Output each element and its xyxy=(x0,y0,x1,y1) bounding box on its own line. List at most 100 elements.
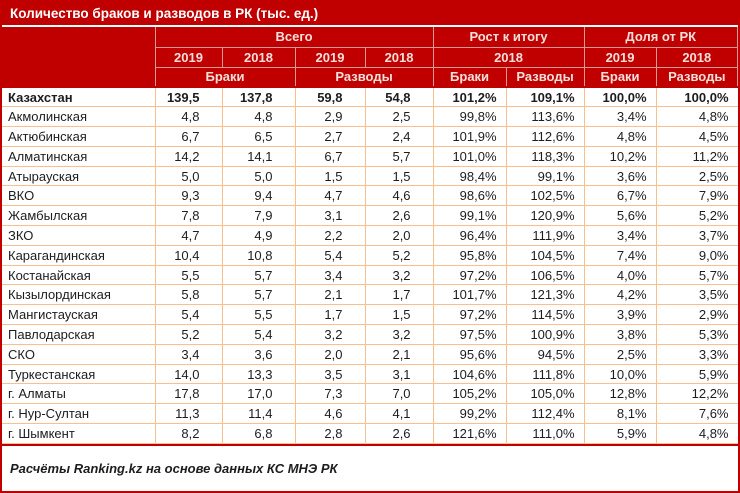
value-cell: 100,9% xyxy=(505,324,585,345)
value-cell: 98,4% xyxy=(432,165,507,187)
value-cell: 111,8% xyxy=(505,363,585,385)
year-header: 2018 xyxy=(655,46,739,68)
value-cell: 3,7% xyxy=(655,225,738,246)
value-cell: 3,2 xyxy=(364,324,434,345)
value-cell: 7,8 xyxy=(154,205,223,227)
value-cell: 105,0% xyxy=(505,383,585,405)
value-cell: 111,9% xyxy=(505,225,585,246)
value-cell: 2,8 xyxy=(294,423,366,444)
value-cell: 17,0 xyxy=(221,383,296,405)
region-cell: Туркестанская xyxy=(2,363,156,385)
value-cell: 109,1% xyxy=(505,86,585,108)
value-cell: 104,5% xyxy=(505,244,585,266)
year-header: 2019 xyxy=(154,46,223,68)
value-cell: 1,5 xyxy=(364,304,434,326)
value-cell: 1,5 xyxy=(294,165,366,187)
value-cell: 10,0% xyxy=(583,363,657,385)
table-row: г. Шымкент 8,2 6,8 2,8 2,6 121,6% 111,0% 5,9% 4,… xyxy=(2,423,738,444)
value-cell: 112,6% xyxy=(505,126,585,147)
value-cell: 121,3% xyxy=(505,284,585,306)
table-row: Актюбинская 6,7 6,5 2,7 2,4 101,9% 112,6% 4,8% 4… xyxy=(2,126,738,147)
region-cell: СКО xyxy=(2,343,156,365)
table-row: Костанайская 5,5 5,7 3,4 3,2 97,2% 106,5% 4,0% 5… xyxy=(2,264,738,286)
table-header: Всего Рост к итогу Доля от РК 2019 2018 … xyxy=(2,27,739,88)
region-cell: Жамбылская xyxy=(2,205,156,227)
table-row: Атырауская 5,0 5,0 1,5 1,5 98,4% 99,1% 3,6% 2,5% xyxy=(2,165,738,187)
value-cell: 3,1 xyxy=(294,205,366,227)
value-cell: 4,8 xyxy=(221,106,296,128)
value-cell: 1,7 xyxy=(294,304,366,326)
value-cell: 9,4 xyxy=(221,185,296,207)
value-cell: 3,6 xyxy=(221,343,296,365)
value-cell: 97,5% xyxy=(432,324,507,345)
group-header-share: Доля от РК xyxy=(583,27,739,48)
value-cell: 3,2 xyxy=(294,324,366,345)
table-row: Кызылординская 5,8 5,7 2,1 1,7 101,7% 121,3% 4,… xyxy=(2,284,738,306)
value-cell: 8,1% xyxy=(583,403,657,425)
value-cell: 4,9 xyxy=(221,225,296,246)
value-cell: 3,4% xyxy=(583,225,657,246)
region-cell: Костанайская xyxy=(2,264,156,286)
value-cell: 5,2% xyxy=(655,205,738,227)
value-cell: 14,2 xyxy=(154,145,223,167)
table-row: Алматинская 14,2 14,1 6,7 5,7 101,0% 118,3% 10,… xyxy=(2,145,738,167)
value-cell: 2,1 xyxy=(364,343,434,365)
value-cell: 4,8 xyxy=(154,106,223,128)
table-row: Мангистауская 5,4 5,5 1,7 1,5 97,2% 114,5% 3,9%… xyxy=(2,304,738,326)
value-cell: 3,4 xyxy=(154,343,223,365)
value-cell: 3,1 xyxy=(364,363,434,385)
value-cell: 2,0 xyxy=(294,343,366,365)
value-cell: 97,2% xyxy=(432,304,507,326)
value-cell: 14,1 xyxy=(221,145,296,167)
measure-header: Разводы xyxy=(505,66,585,88)
value-cell: 4,6 xyxy=(294,403,366,425)
table-row: Туркестанская 14,0 13,3 3,5 3,1 104,6% 111,8% 1… xyxy=(2,363,738,385)
region-cell: Алматинская xyxy=(2,145,156,167)
value-cell: 106,5% xyxy=(505,264,585,286)
region-cell: Павлодарская xyxy=(2,324,156,345)
value-cell: 3,3% xyxy=(655,343,738,365)
stats-table: Всего Рост к итогу Доля от РК 2019 2018 … xyxy=(2,27,739,444)
value-cell: 5,6% xyxy=(583,205,657,227)
year-header: 2018 xyxy=(364,46,434,68)
value-cell: 5,2 xyxy=(154,324,223,345)
value-cell: 5,0 xyxy=(221,165,296,187)
year-header: 2018 xyxy=(221,46,296,68)
value-cell: 113,6% xyxy=(505,106,585,128)
table-title: Количество браков и разводов в РК (тыс. … xyxy=(2,2,738,27)
value-cell: 13,3 xyxy=(221,363,296,385)
value-cell: 11,2% xyxy=(655,145,738,167)
value-cell: 2,4 xyxy=(364,126,434,147)
table-row: ЗКО 4,7 4,9 2,2 2,0 96,4% 111,9% 3,4% 3,7% xyxy=(2,225,738,246)
value-cell: 100,0% xyxy=(583,86,657,108)
table-row: г. Алматы 17,8 17,0 7,3 7,0 105,2% 105,0% 12,8%… xyxy=(2,383,738,405)
table-body: Казахстан 139,5 137,8 59,8 54,8 101,2% 109,1% 1… xyxy=(2,86,738,444)
table-row: ВКО 9,3 9,4 4,7 4,6 98,6% 102,5% 6,7% 7,9% xyxy=(2,185,738,207)
value-cell: 7,3 xyxy=(294,383,366,405)
corner-header xyxy=(2,27,156,87)
value-cell: 5,4 xyxy=(154,304,223,326)
value-cell: 139,5 xyxy=(154,86,223,108)
value-cell: 2,5% xyxy=(583,343,657,365)
region-cell: г. Алматы xyxy=(2,383,156,405)
value-cell: 2,6 xyxy=(364,205,434,227)
value-cell: 4,7 xyxy=(294,185,366,207)
value-cell: 6,7 xyxy=(294,145,366,167)
value-cell: 99,2% xyxy=(432,403,507,425)
value-cell: 120,9% xyxy=(505,205,585,227)
value-cell: 5,5 xyxy=(221,304,296,326)
value-cell: 114,5% xyxy=(505,304,585,326)
source-note: Расчёты Ranking.kz на основе данных КС М… xyxy=(2,443,738,491)
value-cell: 7,0 xyxy=(364,383,434,405)
value-cell: 5,4 xyxy=(294,244,366,266)
value-cell: 1,7 xyxy=(364,284,434,306)
value-cell: 137,8 xyxy=(221,86,296,108)
value-cell: 10,4 xyxy=(154,244,223,266)
value-cell: 11,3 xyxy=(154,403,223,425)
region-cell: Казахстан xyxy=(2,86,156,108)
table-row: Акмолинская 4,8 4,8 2,9 2,5 99,8% 113,6% 3,4% 4,… xyxy=(2,106,738,128)
value-cell: 102,5% xyxy=(505,185,585,207)
value-cell: 10,8 xyxy=(221,244,296,266)
value-cell: 5,8 xyxy=(154,284,223,306)
